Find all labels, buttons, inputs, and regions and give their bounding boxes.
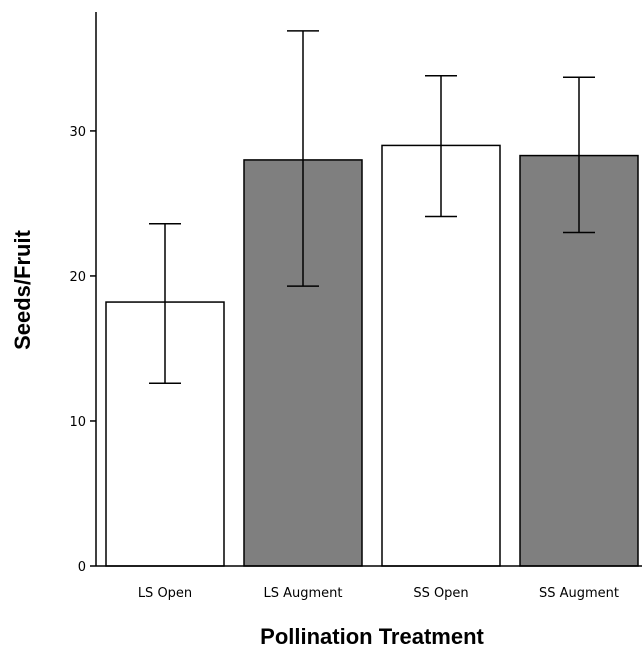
error-bars-layer <box>149 30 595 385</box>
x-tick-label-1: LS Augment <box>263 586 342 601</box>
y-tick-label-3: 30 <box>69 125 86 140</box>
y-tick-label-2: 20 <box>69 270 86 285</box>
y-ticks-layer: 0 10 20 30 <box>69 125 96 575</box>
x-axis-title: Pollination Treatment <box>260 624 484 649</box>
y-tick-label-1: 10 <box>69 415 86 430</box>
x-tick-label-3: SS Augment <box>539 586 619 601</box>
x-labels-layer: LS Open LS Augment SS Open SS Augment <box>138 586 619 601</box>
y-tick-label-0: 0 <box>78 560 86 575</box>
x-tick-label-2: SS Open <box>413 586 468 601</box>
bars-layer <box>105 144 639 567</box>
y-axis-title: Seeds/Fruit <box>10 229 35 349</box>
axes-layer <box>95 12 642 567</box>
x-tick-label-0: LS Open <box>138 586 192 601</box>
